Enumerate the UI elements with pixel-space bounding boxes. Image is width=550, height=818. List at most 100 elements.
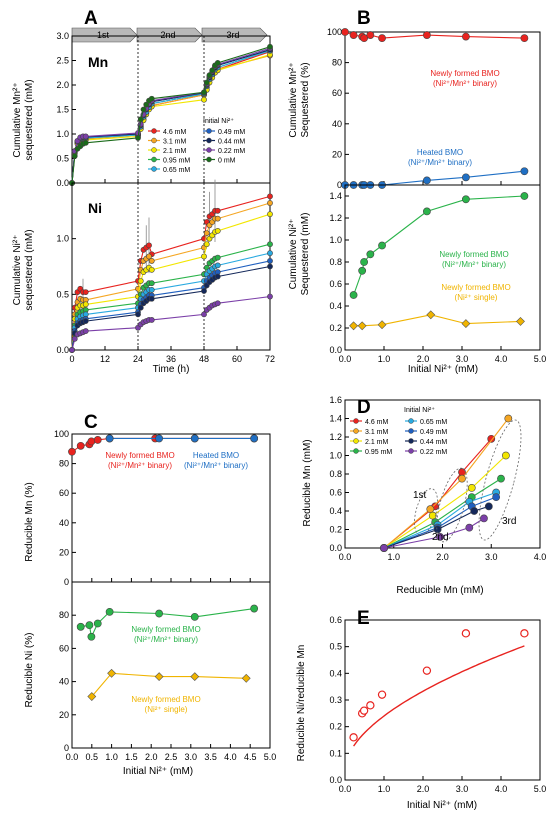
legend-d: 4.6 mM 3.1 mM 2.1 mM 0.95 mM 0.65 mM 0.49 mM 0… — [350, 418, 447, 456]
a-legend-title: Initial Ni²⁺ — [203, 118, 234, 125]
y-tick-label: 1.0 — [329, 235, 342, 245]
legend-marker — [408, 418, 414, 424]
y-tick-label: 2.5 — [56, 56, 69, 66]
y-tick-label: 40 — [59, 677, 69, 687]
data-point — [267, 258, 273, 264]
data-point — [76, 622, 85, 631]
data-point — [214, 207, 221, 214]
data-point — [267, 263, 273, 270]
x-tick-label: 4.0 — [495, 784, 508, 794]
legend-marker — [206, 147, 212, 153]
data-point — [341, 28, 349, 36]
data-point — [148, 95, 155, 102]
data-point — [190, 672, 200, 682]
data-point — [214, 254, 221, 261]
cluster-ellipse — [414, 488, 438, 536]
plot-frame — [71, 581, 271, 749]
data-point — [87, 437, 96, 446]
data-point — [93, 619, 102, 628]
data-point — [137, 116, 144, 123]
series-line — [383, 517, 485, 549]
data-point — [148, 258, 155, 264]
y-tick-label: 0.2 — [329, 323, 342, 333]
legend-marker — [151, 166, 157, 172]
legend-label: 4.6 mM — [163, 129, 187, 136]
data-point — [492, 493, 501, 502]
data-point — [426, 505, 435, 514]
c-xlabel: Initial Ni²⁺ (mM) — [123, 766, 193, 777]
data-point — [214, 60, 221, 66]
data-point — [470, 507, 479, 515]
d-legend-title: Initial Ni²⁺ — [404, 407, 435, 414]
segment-arrows: 1st 2nd 3rd — [71, 27, 268, 43]
cluster-ellipse — [478, 419, 522, 541]
legend-marker — [353, 438, 359, 444]
data-point — [461, 195, 470, 204]
data-point — [461, 173, 470, 182]
data-point — [190, 434, 199, 443]
data-point — [487, 434, 496, 443]
data-point — [250, 434, 259, 443]
c-ann-heated-1: Heated BMO — [193, 451, 239, 460]
y-tick-label: 0 — [337, 180, 342, 190]
data-point — [267, 241, 273, 248]
series-line — [91, 672, 247, 697]
d-xlabel: Reducible Mn (mM) — [396, 585, 483, 596]
chart-c-bottom: 0 20 40 60 80 0.0 0.5 1.0 1.5 2.0 2.5 3.0 3.5 4.0 4.5 5… — [59, 581, 276, 762]
x-tick-label: 5.0 — [534, 784, 547, 794]
chart-e: 0.0 0.1 0.2 0.3 0.4 0.5 0.6 0.0 1.0 2.0 3.0 4.0 5.0 — [329, 615, 546, 794]
y-tick-label: 0.4 — [329, 301, 342, 311]
y-tick-label: 0.0 — [329, 775, 342, 785]
x-tick-label: 1.0 — [387, 552, 400, 562]
data-point — [148, 286, 155, 293]
series-line — [383, 491, 497, 549]
y-tick-label: 100 — [54, 429, 69, 439]
c-ann-newly-ni-1: Newly formed BMO — [131, 625, 200, 634]
e-ylabel: Reducible Ni/reducible Mn — [296, 645, 307, 762]
legend-marker — [408, 428, 414, 434]
x-tick-label: 4.5 — [244, 752, 257, 762]
data-point — [360, 34, 369, 43]
data-point — [214, 262, 221, 269]
chart-d: 0.0 0.2 0.4 0.6 0.8 1.0 1.2 1.4 1.6 0.0 1.0 2.0 3.0 4… — [329, 395, 546, 562]
legend-label: 0.95 mM — [163, 158, 190, 165]
y-tick-label: 0.3 — [329, 695, 342, 705]
segment-label-3: 3rd — [226, 30, 239, 40]
data-point — [357, 321, 367, 331]
y-tick-label: 1.6 — [329, 395, 342, 405]
x-tick-label: 3.5 — [204, 752, 217, 762]
legend-label: 2.1 mM — [163, 148, 187, 155]
data-point — [214, 215, 221, 222]
panel-letter-e: E — [357, 608, 370, 629]
data-point — [267, 43, 273, 50]
data-point — [154, 672, 164, 682]
data-point — [480, 514, 488, 523]
data-point — [155, 609, 164, 618]
b-top-ylabel-2: Sequestered (%) — [300, 62, 311, 137]
y-tick-label: 0.5 — [329, 642, 342, 652]
series-line — [383, 505, 489, 549]
legend-label: 0.44 mM — [420, 439, 447, 446]
d-ellipse-label-2: 2nd — [432, 532, 449, 543]
data-point — [201, 288, 207, 294]
data-point — [267, 193, 273, 200]
data-point — [203, 241, 210, 248]
data-point — [359, 706, 369, 715]
legend-marker — [151, 156, 157, 163]
y-tick-label: 0.4 — [329, 506, 342, 516]
mn-label: Mn — [88, 54, 108, 70]
x-tick-label: 48 — [199, 354, 209, 364]
legend-label: 0.22 mM — [218, 148, 245, 155]
b-ann-single-2: (Ni²⁺ single) — [455, 293, 498, 302]
data-point — [267, 293, 273, 300]
b-ann-newly-bottom-1: Newly formed BMO — [439, 250, 508, 259]
data-point — [465, 523, 474, 532]
data-point — [201, 96, 207, 103]
data-point — [380, 544, 388, 552]
y-tick-label: 1.0 — [56, 129, 69, 139]
y-tick-label: 0.2 — [329, 722, 342, 732]
y-tick-label: 20 — [332, 149, 342, 159]
data-point — [93, 436, 102, 444]
legend-label: 0.22 mM — [420, 449, 447, 456]
b-ann-heated-2: (Ni²⁺/Mn²⁺ binary) — [408, 158, 472, 167]
